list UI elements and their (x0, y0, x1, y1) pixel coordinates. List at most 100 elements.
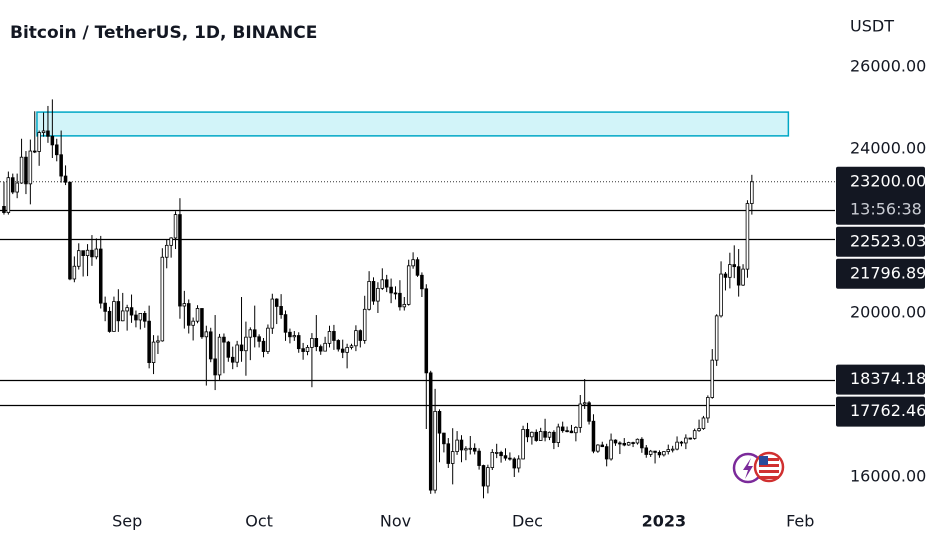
flag-stripe (759, 464, 779, 467)
candle-body (349, 345, 354, 348)
candle-body (481, 465, 486, 487)
candle-body (371, 281, 376, 302)
candle-body (604, 446, 609, 460)
candle-body (591, 420, 596, 452)
level-label: 17762.46 (850, 401, 926, 420)
candle-body (178, 214, 182, 307)
candle-body (701, 417, 706, 430)
candle-body (151, 341, 156, 364)
candle-body (173, 214, 178, 239)
candle-body (587, 402, 591, 422)
candle-body (490, 451, 495, 468)
candle-body (345, 347, 349, 353)
candle-body (538, 431, 543, 441)
candle-body (310, 338, 314, 348)
candle-body (354, 330, 358, 347)
candle-body (486, 467, 490, 487)
candle-body (578, 403, 583, 428)
candle-body (706, 397, 710, 419)
candle-body (622, 442, 627, 446)
candle-body (534, 431, 539, 441)
candle-body (164, 244, 169, 258)
candle-body (204, 331, 209, 338)
candle-body (679, 441, 684, 444)
candle-body (54, 144, 59, 156)
candle-body (521, 429, 525, 460)
candle-body (613, 439, 618, 444)
candle-body (648, 450, 653, 455)
candle-body (63, 175, 68, 183)
lightning-icon (743, 458, 753, 479)
price-label-box (836, 226, 925, 257)
candle-body (283, 314, 288, 333)
candle-body (582, 402, 587, 405)
candle-body (692, 430, 697, 439)
candle-body (437, 410, 442, 434)
candle-body (107, 310, 112, 332)
candle-body (270, 298, 275, 329)
candle-body (191, 320, 195, 326)
candle-body (411, 259, 415, 267)
level-label: 22523.03 (850, 231, 926, 250)
candle-body (28, 150, 33, 185)
candle-body (296, 335, 301, 350)
candle-body (675, 441, 679, 450)
candle-body (508, 457, 512, 460)
candle-body (574, 426, 578, 434)
candle-body (736, 266, 741, 286)
price-label-box (836, 364, 925, 395)
candle-body (182, 303, 187, 307)
candle-body (503, 455, 508, 459)
candle-body (741, 268, 745, 286)
y-tick-label: 20000.00 (850, 302, 926, 321)
candle-body (222, 336, 226, 343)
candle-body (389, 286, 393, 294)
candle-body (261, 340, 266, 352)
candle-body (565, 430, 569, 433)
candle-body (543, 431, 547, 438)
candle-body (244, 336, 248, 352)
candle-body (710, 359, 715, 398)
candle-body (24, 156, 28, 185)
candle-body (494, 451, 499, 454)
candle-body (138, 313, 143, 321)
candle-body (406, 265, 411, 305)
candle-body (530, 431, 534, 438)
candle-body (266, 327, 270, 352)
countdown-label: 13:56:38 (850, 199, 922, 218)
chart-title: Bitcoin / TetherUS, 1D, BINANCE (10, 23, 317, 43)
candle-body (147, 320, 151, 364)
badges (732, 451, 785, 484)
candle-body (301, 348, 305, 352)
candle-body (186, 303, 191, 326)
candle-body (398, 292, 402, 308)
candle-body (552, 431, 556, 443)
flag-stripe (759, 470, 779, 473)
candle-body (477, 450, 481, 466)
candle-body (657, 451, 662, 456)
candle-body (697, 428, 701, 432)
candle-body (235, 344, 239, 363)
candle-body (15, 182, 19, 193)
candle-body (384, 279, 389, 288)
candle-body (512, 458, 517, 469)
candle-body (516, 458, 521, 469)
candle-body (556, 426, 561, 443)
candle-body (103, 302, 107, 312)
candle-body (358, 330, 363, 341)
candle-body (46, 130, 50, 137)
candle-body (336, 340, 341, 350)
candle-body (415, 259, 420, 276)
x-tick-label: Nov (380, 512, 411, 531)
candle-body (81, 250, 85, 256)
candle-body (547, 431, 552, 438)
candle-body (318, 346, 323, 352)
candle-body (292, 335, 297, 338)
candle-body (217, 336, 222, 376)
candle-body (631, 442, 635, 444)
candle-body (719, 273, 723, 317)
candle-body (94, 248, 99, 258)
candle-body (618, 442, 622, 445)
candle-body (257, 336, 261, 342)
